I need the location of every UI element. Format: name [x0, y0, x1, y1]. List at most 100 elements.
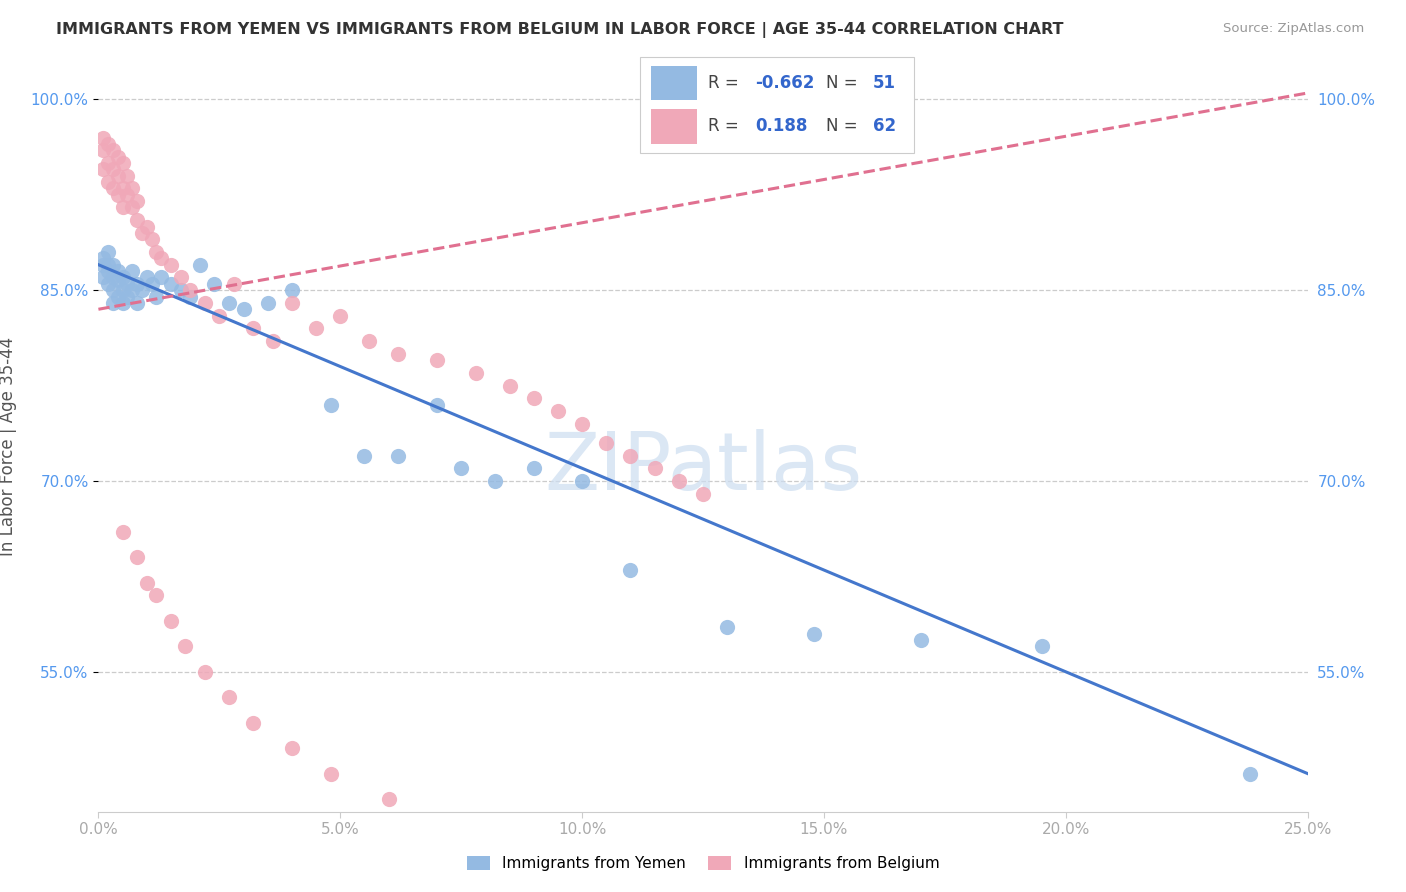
Point	[716, 620, 738, 634]
Point	[91, 252, 114, 266]
Point	[359, 334, 381, 348]
Point	[387, 449, 409, 463]
Point	[222, 277, 245, 291]
Point	[117, 289, 139, 303]
Text: ZIPatlas: ZIPatlas	[544, 429, 862, 507]
Point	[319, 398, 342, 412]
Point	[97, 156, 120, 170]
Point	[127, 550, 149, 565]
Point	[111, 524, 134, 539]
Point	[111, 283, 134, 297]
Point	[117, 277, 139, 291]
Point	[668, 474, 690, 488]
Point	[523, 392, 546, 406]
Point	[319, 766, 342, 780]
Point	[111, 181, 134, 195]
Point	[117, 187, 139, 202]
Point	[450, 461, 472, 475]
Point	[150, 252, 173, 266]
Point	[145, 245, 167, 260]
Point	[127, 296, 149, 310]
Point	[101, 296, 124, 310]
Point	[111, 270, 134, 285]
Point	[160, 258, 183, 272]
Point	[204, 277, 226, 291]
Bar	[651, 109, 697, 144]
Point	[179, 289, 201, 303]
Point	[218, 296, 240, 310]
Text: -0.662: -0.662	[755, 74, 814, 92]
Point	[242, 321, 264, 335]
Point	[160, 614, 183, 628]
Point	[127, 194, 149, 208]
Point	[107, 150, 129, 164]
Point	[242, 715, 264, 730]
Point	[97, 264, 120, 278]
Point	[803, 626, 825, 640]
Point	[135, 219, 157, 234]
Point	[91, 130, 114, 145]
Point	[111, 201, 134, 215]
Point	[194, 296, 217, 310]
Point	[101, 143, 124, 157]
Point	[117, 169, 139, 183]
Point	[484, 474, 506, 488]
Point	[1239, 766, 1261, 780]
Point	[101, 162, 124, 177]
Point	[523, 461, 546, 475]
Point	[135, 575, 157, 590]
Legend: Immigrants from Yemen, Immigrants from Belgium: Immigrants from Yemen, Immigrants from B…	[461, 850, 945, 877]
Point	[141, 277, 163, 291]
Point	[131, 226, 153, 240]
Point	[281, 296, 304, 310]
Point	[169, 270, 191, 285]
Point	[107, 273, 129, 287]
Point	[281, 283, 304, 297]
Text: 51: 51	[873, 74, 896, 92]
Point	[188, 258, 211, 272]
Point	[141, 232, 163, 246]
Point	[101, 283, 124, 297]
Point	[121, 283, 143, 297]
Point	[174, 640, 197, 654]
Point	[329, 309, 352, 323]
Point	[571, 417, 593, 431]
Point	[910, 632, 932, 647]
Point	[619, 563, 641, 577]
Point	[97, 136, 120, 151]
Text: Source: ZipAtlas.com: Source: ZipAtlas.com	[1223, 22, 1364, 36]
Text: N =: N =	[827, 118, 863, 136]
Text: N =: N =	[827, 74, 863, 92]
Point	[692, 486, 714, 500]
Point	[127, 213, 149, 227]
Point	[160, 277, 183, 291]
Point	[107, 264, 129, 278]
Point	[262, 334, 284, 348]
Point	[107, 187, 129, 202]
Point	[111, 296, 134, 310]
Point	[145, 289, 167, 303]
Point	[571, 474, 593, 488]
Text: 62: 62	[873, 118, 896, 136]
Point	[353, 449, 375, 463]
Point	[1031, 640, 1053, 654]
Point	[131, 283, 153, 297]
Point	[97, 175, 120, 189]
Text: R =: R =	[709, 74, 744, 92]
Point	[179, 283, 201, 297]
Point	[97, 277, 120, 291]
Point	[97, 245, 120, 260]
Point	[305, 321, 328, 335]
Point	[595, 435, 617, 450]
Point	[101, 181, 124, 195]
Point	[91, 258, 114, 272]
Text: 0.188: 0.188	[755, 118, 807, 136]
Point	[121, 181, 143, 195]
Bar	[651, 66, 697, 101]
Point	[91, 270, 114, 285]
Point	[281, 741, 304, 756]
Point	[169, 283, 191, 297]
Point	[101, 270, 124, 285]
Point	[387, 347, 409, 361]
Point	[107, 289, 129, 303]
